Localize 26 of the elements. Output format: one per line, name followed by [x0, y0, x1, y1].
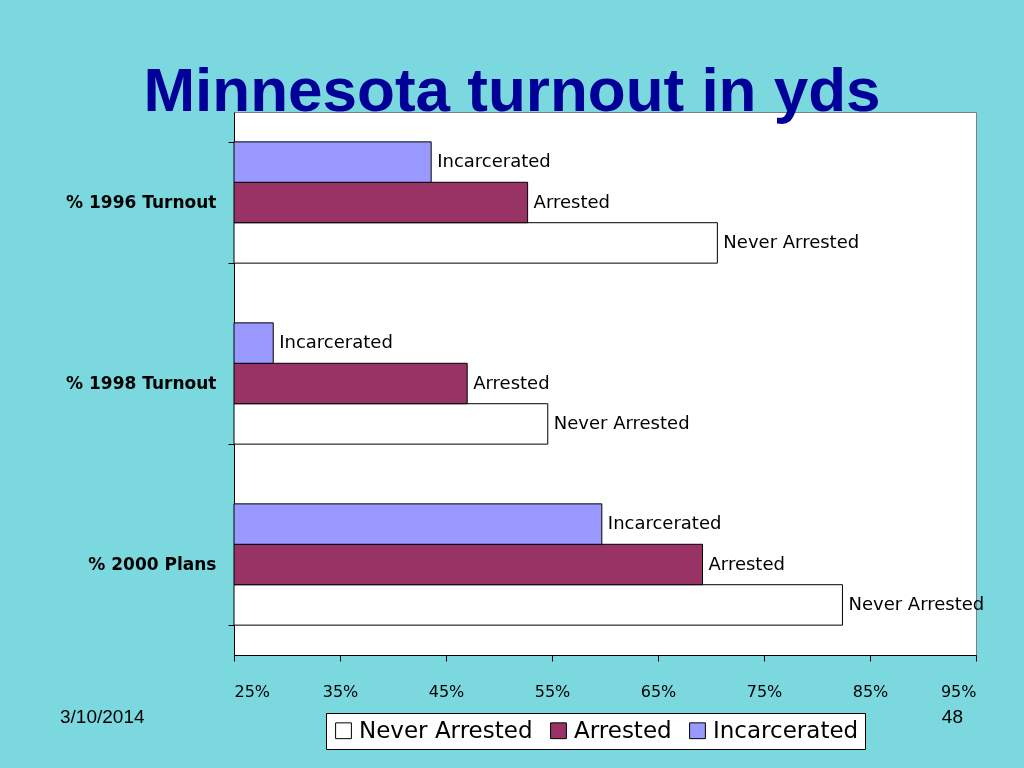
data-label: Arrested — [533, 190, 611, 212]
text: 48 — [941, 706, 963, 727]
data-label: Never Arrested — [723, 230, 860, 252]
legend-label: Arrested — [574, 716, 672, 743]
data-label: Incarcerated — [437, 150, 551, 172]
x-tick-label: 75% — [746, 681, 783, 701]
data-label: Never Arrested — [848, 592, 985, 614]
text: 3/10/2014 — [60, 706, 145, 727]
data-label: Arrested — [708, 552, 785, 574]
y-tick-label: % 1996 Turnout — [66, 192, 217, 212]
x-tick-label: 25% — [234, 681, 271, 701]
y-tick-label: % 1998 Turnout — [66, 373, 217, 393]
y-tick-label: % 2000 Plans — [88, 554, 217, 574]
data-label: Never Arrested — [553, 411, 690, 433]
chart-title: Minnesota turnout in yds — [143, 55, 881, 124]
data-label: Incarcerated — [279, 331, 393, 353]
legend-label: Incarcerated — [713, 716, 859, 743]
x-tick-label: 65% — [640, 681, 677, 701]
data-label: Arrested — [473, 371, 550, 393]
x-tick-label: 95% — [940, 681, 977, 701]
x-tick-label: 55% — [534, 681, 571, 701]
legend-label: Never Arrested — [359, 716, 533, 743]
data-label: Incarcerated — [607, 512, 722, 534]
x-tick-label: 85% — [852, 681, 889, 701]
x-tick-label: 35% — [322, 681, 359, 701]
x-tick-label: 45% — [428, 681, 465, 701]
